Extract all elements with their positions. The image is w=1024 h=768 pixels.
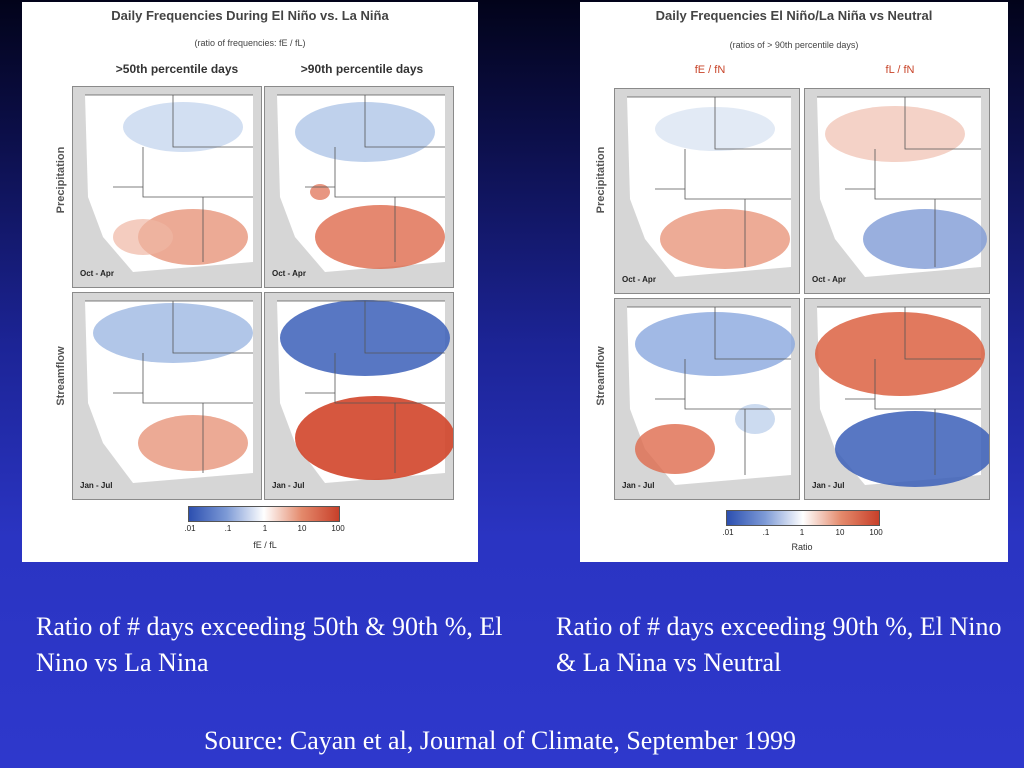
map-panel-streamflow-50th: Jan - Jul <box>72 292 262 500</box>
map-panel-precip-el-nino: Oct - Apr <box>614 88 800 294</box>
source-citation: Source: Cayan et al, Journal of Climate,… <box>203 726 797 755</box>
map-panel-streamflow-el-nino: Jan - Jul <box>614 298 800 500</box>
column-header-el-nino: fE / fN <box>694 64 726 76</box>
row-label-precipitation: Precipitation <box>55 146 67 214</box>
map-panel-precip-90th: Oct - Apr <box>264 86 454 288</box>
colorbar-tick: 100 <box>869 528 883 537</box>
colorbar-tick: .1 <box>224 524 232 533</box>
colorbar-label: fE / fL <box>253 540 277 550</box>
figure-subtitle: (ratios of > 90th percentile days) <box>729 40 859 50</box>
column-header-50th: >50th percentile days <box>115 62 239 76</box>
season-label: Oct - Apr <box>80 269 114 278</box>
row-label-precipitation: Precipitation <box>595 146 607 214</box>
colorbar <box>188 506 340 522</box>
season-label: Oct - Apr <box>812 275 846 284</box>
row-label-streamflow: Streamflow <box>595 346 607 406</box>
column-header-90th: >90th percentile days <box>300 62 424 76</box>
map-panel-streamflow-90th: Jan - Jul <box>264 292 454 500</box>
figure-subtitle: (ratio of frequencies: fE / fL) <box>194 38 306 48</box>
row-label-streamflow: Streamflow <box>55 346 67 406</box>
colorbar-tick: 10 <box>835 528 845 537</box>
colorbar-tick: 10 <box>297 524 307 533</box>
colorbar-tick: 1 <box>799 528 805 537</box>
figure-title: Daily Frequencies During El Niño vs. La … <box>111 8 389 23</box>
season-label: Oct - Apr <box>272 269 306 278</box>
season-label: Oct - Apr <box>622 275 656 284</box>
map-panel-streamflow-la-nina: Jan - Jul <box>804 298 990 500</box>
caption-left: Ratio of # days exceeding 50th & 90th %,… <box>36 612 503 677</box>
colorbar-label: Ratio <box>791 542 813 552</box>
season-label: Jan - Jul <box>80 481 113 490</box>
map-panel-precip-la-nina: Oct - Apr <box>804 88 990 294</box>
figure-vs-neutral: Daily Frequencies El Niño/La Niña vs Neu… <box>580 2 1008 562</box>
colorbar <box>726 510 880 526</box>
season-label: Jan - Jul <box>622 481 655 490</box>
season-label: Jan - Jul <box>272 481 305 490</box>
colorbar-tick: .1 <box>762 528 770 537</box>
figure-el-nino-vs-la-nina: Daily Frequencies During El Niño vs. La … <box>22 2 478 562</box>
colorbar-tick: 100 <box>331 524 345 533</box>
figure-title: Daily Frequencies El Niño/La Niña vs Neu… <box>655 8 933 23</box>
colorbar-tick: .01 <box>184 524 196 533</box>
colorbar-tick: .01 <box>722 528 734 537</box>
column-header-la-nina: fL / fN <box>885 64 915 76</box>
map-panel-precip-50th: Oct - Apr <box>72 86 262 288</box>
colorbar-tick: 1 <box>262 524 268 533</box>
caption-right: Ratio of # days exceeding 90th %, El Nin… <box>556 612 1002 677</box>
season-label: Jan - Jul <box>812 481 845 490</box>
